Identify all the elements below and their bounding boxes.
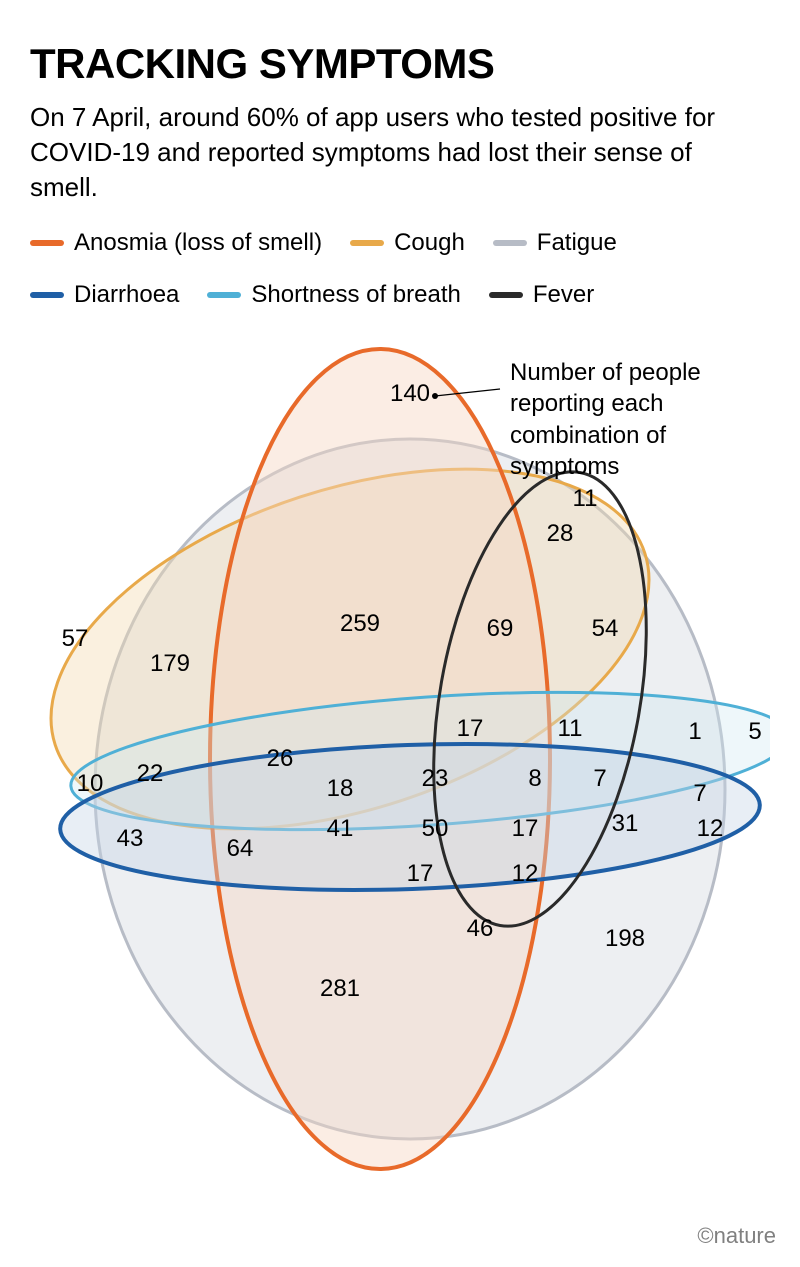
legend-label: Anosmia (loss of smell) xyxy=(74,229,322,257)
legend-label: Shortness of breath xyxy=(251,281,460,309)
legend-item-anosmia: Anosmia (loss of smell) xyxy=(30,229,322,257)
venn-chart: 1401128572596954179171115102226182387741… xyxy=(30,329,770,1209)
legend-swatch xyxy=(350,240,384,246)
legend-swatch xyxy=(207,292,241,298)
legend-label: Fever xyxy=(533,281,594,309)
legend-item-fatigue: Fatigue xyxy=(493,229,617,257)
legend-swatch xyxy=(30,240,64,246)
legend-swatch xyxy=(30,292,64,298)
legend-swatch xyxy=(493,240,527,246)
chart-title: TRACKING SYMPTOMS xyxy=(30,40,770,88)
legend-swatch xyxy=(489,292,523,298)
legend-item-diarrhoea: Diarrhoea xyxy=(30,281,179,309)
credit-label: ©nature xyxy=(697,1223,776,1249)
callout-label: Number of people reporting each combinat… xyxy=(510,357,730,482)
callout-dot xyxy=(432,393,438,399)
legend-item-cough: Cough xyxy=(350,229,465,257)
legend-label: Fatigue xyxy=(537,229,617,257)
legend-label: Cough xyxy=(394,229,465,257)
legend-label: Diarrhoea xyxy=(74,281,179,309)
legend-item-shortness: Shortness of breath xyxy=(207,281,460,309)
chart-subtitle: On 7 April, around 60% of app users who … xyxy=(30,100,730,205)
legend: Anosmia (loss of smell) Cough Fatigue Diarr… xyxy=(30,229,770,309)
legend-item-fever: Fever xyxy=(489,281,594,309)
